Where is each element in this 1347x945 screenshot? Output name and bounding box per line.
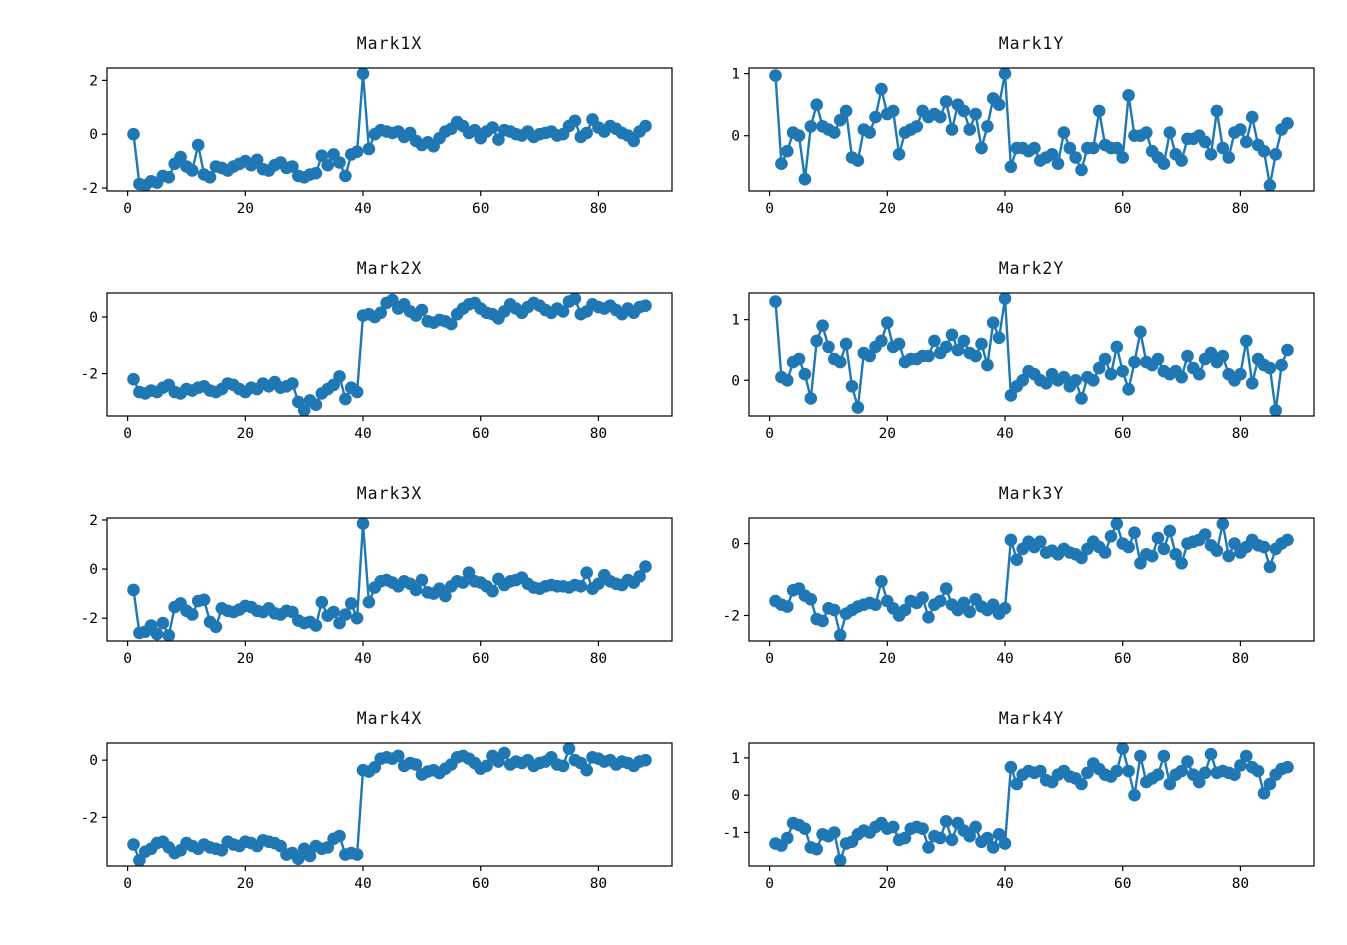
- svg-text:0: 0: [123, 201, 132, 217]
- subplot-mark1y: Mark1Y 0 20 40 60 80 0 1: [704, 8, 1346, 233]
- svg-text:20: 20: [237, 651, 254, 667]
- subplot-title-mark2x: Mark2X: [356, 259, 423, 278]
- svg-text:80: 80: [1232, 876, 1249, 892]
- svg-text:60: 60: [472, 876, 489, 892]
- svg-text:0: 0: [765, 201, 774, 217]
- line-plot-mark1x: 0 20 40 60 80 -2 0 2: [81, 67, 673, 217]
- svg-text:60: 60: [472, 651, 489, 667]
- svg-text:0: 0: [123, 426, 132, 442]
- subplot-mark2x: Mark2X 0 20 40 60 80 -2 0: [62, 233, 704, 458]
- svg-text:-1: -1: [723, 825, 740, 841]
- svg-text:60: 60: [1114, 876, 1131, 892]
- svg-text:2: 2: [89, 73, 98, 89]
- svg-text:40: 40: [354, 426, 371, 442]
- svg-text:20: 20: [879, 201, 896, 217]
- subplot-title-mark1y: Mark1Y: [998, 34, 1065, 53]
- line-plot-mark2x: 0 20 40 60 80 -2 0: [81, 292, 673, 442]
- subplot-title-mark1x: Mark1X: [356, 34, 423, 53]
- line-plot-mark3x: 0 20 40 60 80 -2 0 2: [81, 513, 673, 667]
- svg-text:1: 1: [731, 67, 740, 83]
- svg-text:0: 0: [89, 562, 98, 578]
- svg-text:-2: -2: [723, 608, 740, 624]
- subplot-mark2y: Mark2Y 0 20 40 60 80 0 1: [704, 233, 1346, 458]
- subplot-grid: Mark1X 0 20 40 60 80 -2 0 2 Mark1Y 0 20 40 60 80 0 1 …: [62, 8, 1346, 908]
- svg-text:0: 0: [765, 876, 774, 892]
- subplot-title-mark2y: Mark2Y: [998, 259, 1065, 278]
- svg-text:60: 60: [1114, 651, 1131, 667]
- subplot-title-mark3x: Mark3X: [356, 484, 423, 503]
- svg-text:40: 40: [354, 651, 371, 667]
- svg-text:80: 80: [1232, 201, 1249, 217]
- svg-text:-2: -2: [81, 181, 98, 197]
- svg-text:80: 80: [590, 651, 607, 667]
- svg-text:40: 40: [996, 876, 1013, 892]
- subplot-mark3x: Mark3X 0 20 40 60 80 -2 0 2: [62, 458, 704, 683]
- svg-text:2: 2: [89, 513, 98, 529]
- subplot-title-mark4x: Mark4X: [356, 709, 423, 728]
- subplot-mark4x: Mark4X 0 20 40 60 80 -2 0: [62, 683, 704, 908]
- svg-text:40: 40: [354, 201, 371, 217]
- svg-text:0: 0: [89, 310, 98, 326]
- svg-text:0: 0: [123, 651, 132, 667]
- svg-text:0: 0: [89, 753, 98, 769]
- subplot-mark1x: Mark1X 0 20 40 60 80 -2 0 2: [62, 8, 704, 233]
- subplot-mark3y: Mark3Y 0 20 40 60 80 -2 0: [704, 458, 1346, 683]
- line-plot-mark4y: 0 20 40 60 80 -1 0 1: [723, 742, 1315, 892]
- svg-text:0: 0: [731, 129, 740, 145]
- svg-text:80: 80: [590, 876, 607, 892]
- svg-text:20: 20: [879, 426, 896, 442]
- svg-text:0: 0: [765, 651, 774, 667]
- subplot-title-mark4y: Mark4Y: [998, 709, 1065, 728]
- svg-text:20: 20: [237, 201, 254, 217]
- svg-text:20: 20: [879, 876, 896, 892]
- svg-text:60: 60: [472, 426, 489, 442]
- svg-text:0: 0: [89, 127, 98, 143]
- svg-text:40: 40: [996, 651, 1013, 667]
- svg-text:0: 0: [731, 373, 740, 389]
- svg-text:0: 0: [765, 426, 774, 442]
- svg-text:0: 0: [731, 537, 740, 553]
- svg-text:0: 0: [123, 876, 132, 892]
- subplot-title-mark3y: Mark3Y: [998, 484, 1065, 503]
- svg-text:40: 40: [996, 426, 1013, 442]
- svg-text:80: 80: [590, 201, 607, 217]
- svg-text:40: 40: [996, 201, 1013, 217]
- svg-text:60: 60: [1114, 426, 1131, 442]
- svg-text:80: 80: [1232, 651, 1249, 667]
- svg-text:-2: -2: [81, 367, 98, 383]
- svg-text:80: 80: [590, 426, 607, 442]
- svg-text:20: 20: [237, 876, 254, 892]
- svg-text:1: 1: [731, 313, 740, 329]
- svg-text:20: 20: [879, 651, 896, 667]
- line-plot-mark1y: 0 20 40 60 80 0 1: [731, 67, 1315, 217]
- svg-text:1: 1: [731, 751, 740, 767]
- svg-text:0: 0: [731, 788, 740, 804]
- svg-text:-2: -2: [81, 611, 98, 627]
- svg-text:40: 40: [354, 876, 371, 892]
- svg-text:60: 60: [472, 201, 489, 217]
- subplot-mark4y: Mark4Y 0 20 40 60 80 -1 0 1: [704, 683, 1346, 908]
- line-plot-mark2y: 0 20 40 60 80 0 1: [731, 292, 1315, 442]
- svg-text:80: 80: [1232, 426, 1249, 442]
- line-plot-mark3y: 0 20 40 60 80 -2 0: [723, 517, 1315, 667]
- svg-text:-2: -2: [81, 810, 98, 826]
- line-plot-mark4x: 0 20 40 60 80 -2 0: [81, 742, 673, 892]
- svg-text:60: 60: [1114, 201, 1131, 217]
- svg-text:20: 20: [237, 426, 254, 442]
